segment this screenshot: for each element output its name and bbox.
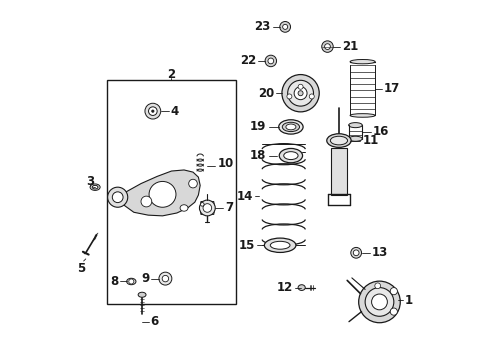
Text: 5: 5 bbox=[77, 262, 85, 275]
Text: 9: 9 bbox=[141, 272, 149, 285]
Ellipse shape bbox=[270, 241, 290, 249]
Ellipse shape bbox=[284, 152, 298, 159]
Text: 15: 15 bbox=[239, 239, 255, 252]
Text: 4: 4 bbox=[171, 105, 179, 118]
Circle shape bbox=[159, 272, 172, 285]
Circle shape bbox=[282, 75, 319, 112]
Circle shape bbox=[294, 87, 307, 100]
Circle shape bbox=[145, 103, 161, 119]
Ellipse shape bbox=[265, 238, 296, 252]
Text: 3: 3 bbox=[86, 175, 94, 188]
Circle shape bbox=[365, 288, 394, 316]
Circle shape bbox=[371, 294, 388, 310]
Circle shape bbox=[189, 179, 197, 188]
Ellipse shape bbox=[298, 285, 305, 291]
Ellipse shape bbox=[286, 124, 296, 130]
Circle shape bbox=[108, 187, 128, 207]
Ellipse shape bbox=[90, 184, 100, 190]
Text: 7: 7 bbox=[225, 202, 233, 215]
Text: 13: 13 bbox=[371, 246, 388, 259]
Circle shape bbox=[351, 247, 362, 258]
Circle shape bbox=[353, 250, 359, 256]
Circle shape bbox=[309, 94, 314, 99]
Text: 8: 8 bbox=[111, 275, 119, 288]
Circle shape bbox=[141, 196, 152, 207]
Circle shape bbox=[162, 275, 169, 282]
Text: 21: 21 bbox=[343, 40, 359, 53]
Ellipse shape bbox=[279, 120, 303, 134]
Ellipse shape bbox=[149, 181, 176, 207]
Circle shape bbox=[199, 200, 215, 216]
Circle shape bbox=[298, 84, 303, 89]
Text: 16: 16 bbox=[372, 125, 389, 138]
Text: 19: 19 bbox=[250, 121, 267, 134]
Ellipse shape bbox=[350, 114, 375, 117]
Text: 20: 20 bbox=[258, 87, 274, 100]
Circle shape bbox=[203, 204, 212, 212]
Polygon shape bbox=[119, 170, 200, 216]
Circle shape bbox=[280, 22, 291, 32]
Bar bbox=[331, 148, 347, 195]
Ellipse shape bbox=[180, 205, 188, 211]
Circle shape bbox=[283, 24, 288, 30]
Circle shape bbox=[152, 110, 154, 112]
Text: 18: 18 bbox=[250, 149, 267, 162]
Ellipse shape bbox=[126, 278, 136, 285]
Ellipse shape bbox=[282, 122, 299, 132]
Circle shape bbox=[359, 281, 400, 323]
Text: 1: 1 bbox=[405, 294, 413, 307]
Ellipse shape bbox=[349, 123, 362, 128]
Circle shape bbox=[148, 107, 157, 116]
Circle shape bbox=[129, 279, 134, 284]
Ellipse shape bbox=[138, 292, 146, 297]
Text: 23: 23 bbox=[255, 21, 271, 33]
Circle shape bbox=[265, 55, 276, 67]
Text: 17: 17 bbox=[384, 82, 400, 95]
Text: 22: 22 bbox=[240, 54, 256, 67]
Ellipse shape bbox=[279, 148, 302, 163]
Ellipse shape bbox=[349, 136, 362, 141]
Text: 14: 14 bbox=[237, 190, 253, 203]
Polygon shape bbox=[200, 202, 215, 215]
Bar bbox=[107, 80, 236, 304]
Ellipse shape bbox=[350, 59, 375, 64]
Circle shape bbox=[390, 288, 397, 295]
Text: 10: 10 bbox=[218, 157, 234, 170]
Ellipse shape bbox=[327, 134, 351, 147]
Circle shape bbox=[324, 44, 330, 49]
Ellipse shape bbox=[330, 136, 347, 145]
Text: 12: 12 bbox=[277, 281, 294, 294]
Text: 11: 11 bbox=[362, 134, 378, 147]
Text: 6: 6 bbox=[151, 315, 159, 328]
Circle shape bbox=[322, 41, 333, 52]
Ellipse shape bbox=[92, 185, 98, 189]
Text: 2: 2 bbox=[168, 68, 175, 81]
Circle shape bbox=[268, 58, 274, 64]
Circle shape bbox=[288, 80, 314, 106]
Circle shape bbox=[390, 308, 397, 315]
Circle shape bbox=[200, 203, 204, 206]
Circle shape bbox=[375, 283, 381, 289]
Circle shape bbox=[112, 192, 123, 203]
Circle shape bbox=[298, 91, 303, 96]
Circle shape bbox=[287, 94, 292, 99]
